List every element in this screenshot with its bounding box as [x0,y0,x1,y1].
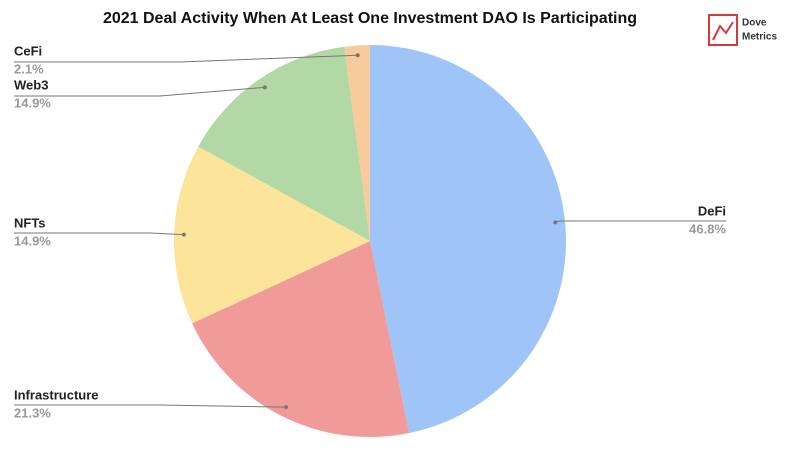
slice-value-label: 14.9% [14,95,51,110]
logo-mark [712,21,734,41]
slice-value-label: 21.3% [14,405,51,420]
slice-label: CeFi [14,43,42,58]
pie-slice [198,46,370,241]
chart-title: 2021 Deal Activity When At Least One Inv… [103,10,637,27]
pie-slice [344,45,370,241]
slice-label: NFTs [14,215,46,230]
slice-label: DeFi [698,203,726,218]
logo-text: Dove [742,18,767,29]
slice-value-label: 14.9% [14,233,51,248]
pie-slice [174,146,370,324]
leader-line [14,404,286,408]
slice-label: Infrastructure [14,387,99,402]
slice-value-label: 46.8% [689,221,726,236]
leader-dot [181,232,186,237]
pie-slice [192,241,410,437]
leader-dot [283,405,288,410]
leader-line [14,86,265,97]
leader-line [14,232,184,236]
logo-text: Metrics [742,32,777,43]
leader-dot [553,220,558,225]
leader-dot [262,85,267,90]
logo-icon [708,14,738,46]
slice-value-label: 2.1% [14,61,44,76]
pie-slice [370,45,566,434]
leader-dot [355,53,360,58]
leader-line [14,54,358,63]
logo: Dove Metrics [708,14,777,46]
slice-label: Web3 [14,77,48,92]
